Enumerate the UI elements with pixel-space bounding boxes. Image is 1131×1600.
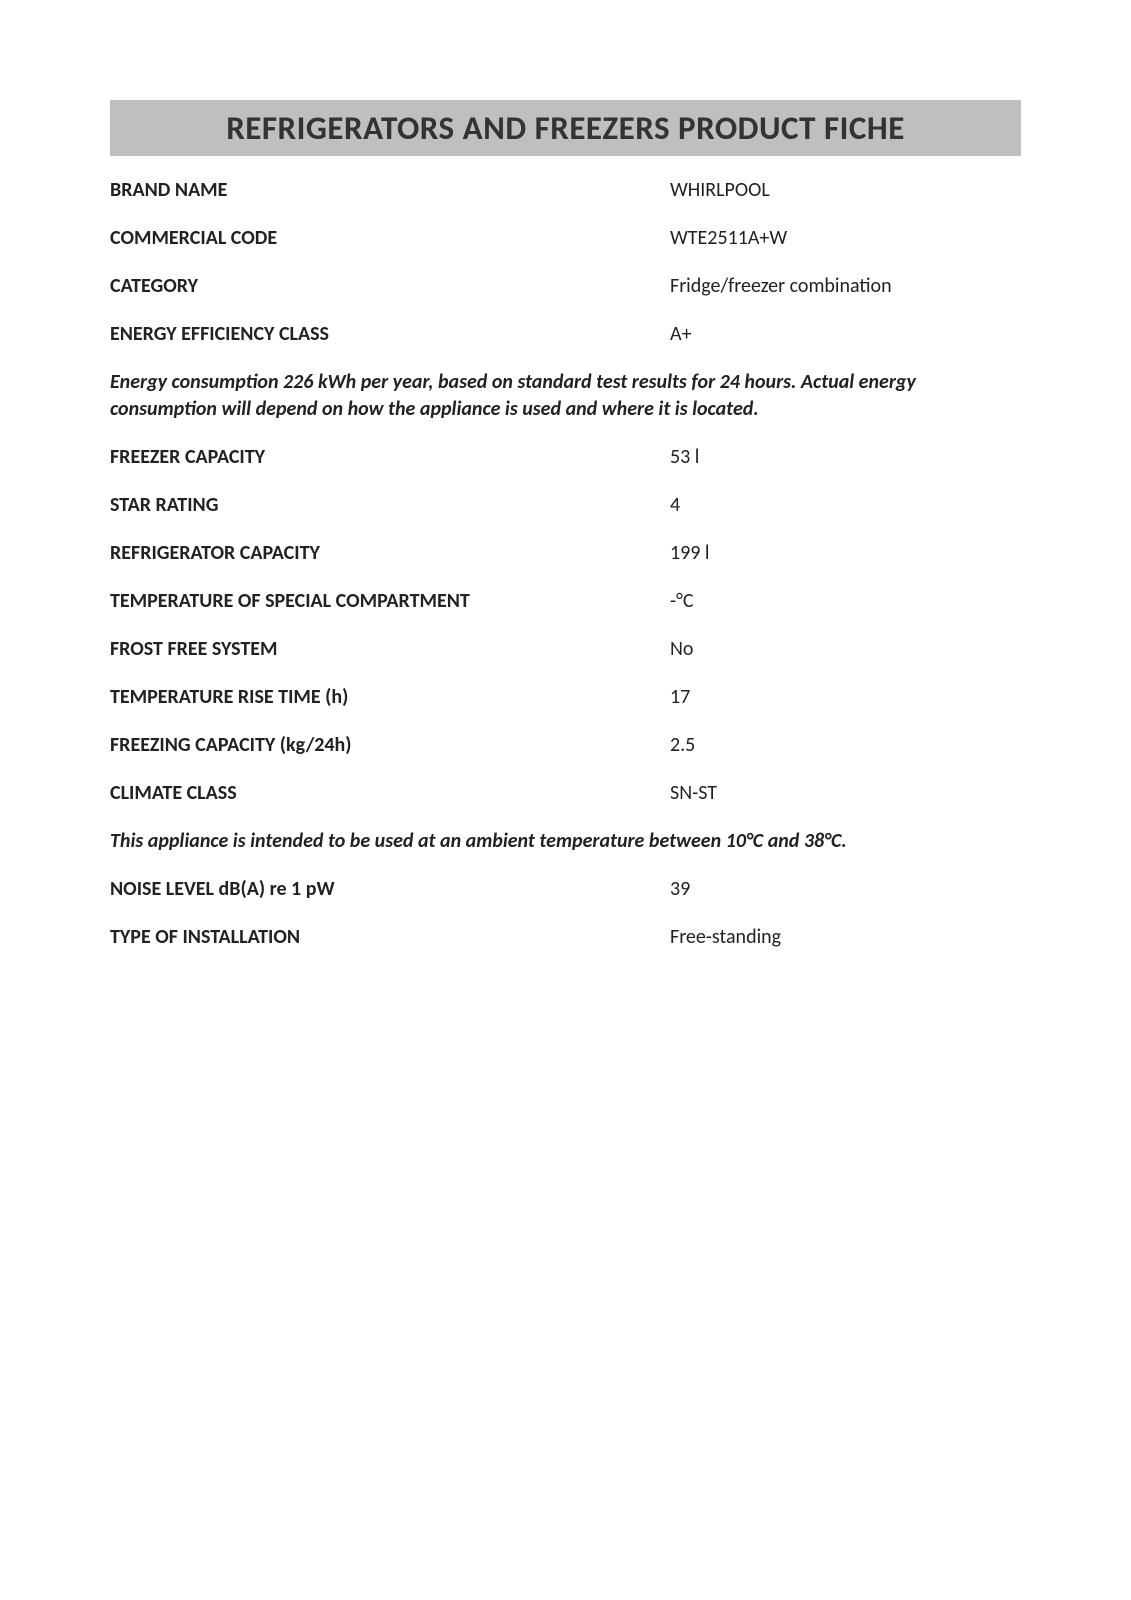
spec1-row: CATEGORYFridge/freezer combination xyxy=(110,273,1021,300)
spec-group-3: NOISE LEVEL dB(A) re 1 pW39TYPE OF INSTA… xyxy=(110,876,1021,951)
spec-value: 53 l xyxy=(670,444,1021,471)
fiche-title: REFRIGERATORS AND FREEZERS PRODUCT FICHE xyxy=(110,100,1021,156)
spec-label: FREEZING CAPACITY (kg/24h) xyxy=(110,732,670,759)
spec3-row: TYPE OF INSTALLATIONFree-standing xyxy=(110,924,1021,951)
spec-label: NOISE LEVEL dB(A) re 1 pW xyxy=(110,876,670,903)
spec-value: SN-ST xyxy=(670,780,1021,807)
spec-value: WHIRLPOOL xyxy=(670,177,1021,204)
spec1-row: ENERGY EFFICIENCY CLASSA+ xyxy=(110,321,1021,348)
spec1-row: BRAND NAMEWHIRLPOOL xyxy=(110,177,1021,204)
spec2-row: FREEZER CAPACITY53 l xyxy=(110,444,1021,471)
spec2-row: REFRIGERATOR CAPACITY199 l xyxy=(110,540,1021,567)
spec-value: No xyxy=(670,636,1021,663)
spec1-row: COMMERCIAL CODEWTE2511A+W xyxy=(110,225,1021,252)
spec-label: BRAND NAME xyxy=(110,177,670,204)
spec2-row: CLIMATE CLASSSN-ST xyxy=(110,780,1021,807)
spec-label: FROST FREE SYSTEM xyxy=(110,636,670,663)
spec-value: 4 xyxy=(670,492,1021,519)
spec-value: Free-standing xyxy=(670,924,1021,951)
spec-label: TEMPERATURE OF SPECIAL COMPARTMENT xyxy=(110,588,670,615)
spec2-row: FREEZING CAPACITY (kg/24h)2.5 xyxy=(110,732,1021,759)
spec-label: ENERGY EFFICIENCY CLASS xyxy=(110,321,670,348)
spec2-row: STAR RATING4 xyxy=(110,492,1021,519)
spec-group-1: BRAND NAMEWHIRLPOOLCOMMERCIAL CODEWTE251… xyxy=(110,177,1021,348)
spec-value: WTE2511A+W xyxy=(670,225,1021,252)
spec2-row: TEMPERATURE RISE TIME (h)17 xyxy=(110,684,1021,711)
spec-value: A+ xyxy=(670,321,1021,348)
spec-label: TYPE OF INSTALLATION xyxy=(110,924,670,951)
spec-label: TEMPERATURE RISE TIME (h) xyxy=(110,684,670,711)
spec-label: FREEZER CAPACITY xyxy=(110,444,670,471)
spec-value: 199 l xyxy=(670,540,1021,567)
spec-label: COMMERCIAL CODE xyxy=(110,225,670,252)
spec-value: Fridge/freezer combination xyxy=(670,273,1021,300)
spec-label: REFRIGERATOR CAPACITY xyxy=(110,540,670,567)
energy-note: Energy consumption 226 kWh per year, bas… xyxy=(110,369,1021,423)
ambient-note: This appliance is intended to be used at… xyxy=(110,828,1021,855)
spec-group-2: FREEZER CAPACITY53 lSTAR RATING4REFRIGER… xyxy=(110,444,1021,807)
spec2-row: TEMPERATURE OF SPECIAL COMPARTMENT-°C xyxy=(110,588,1021,615)
spec-value: 2.5 xyxy=(670,732,1021,759)
spec3-row: NOISE LEVEL dB(A) re 1 pW39 xyxy=(110,876,1021,903)
spec-label: CATEGORY xyxy=(110,273,670,300)
spec-label: CLIMATE CLASS xyxy=(110,780,670,807)
spec2-row: FROST FREE SYSTEMNo xyxy=(110,636,1021,663)
spec-label: STAR RATING xyxy=(110,492,670,519)
spec-value: 17 xyxy=(670,684,1021,711)
spec-value: 39 xyxy=(670,876,1021,903)
spec-value: -°C xyxy=(670,588,1021,615)
